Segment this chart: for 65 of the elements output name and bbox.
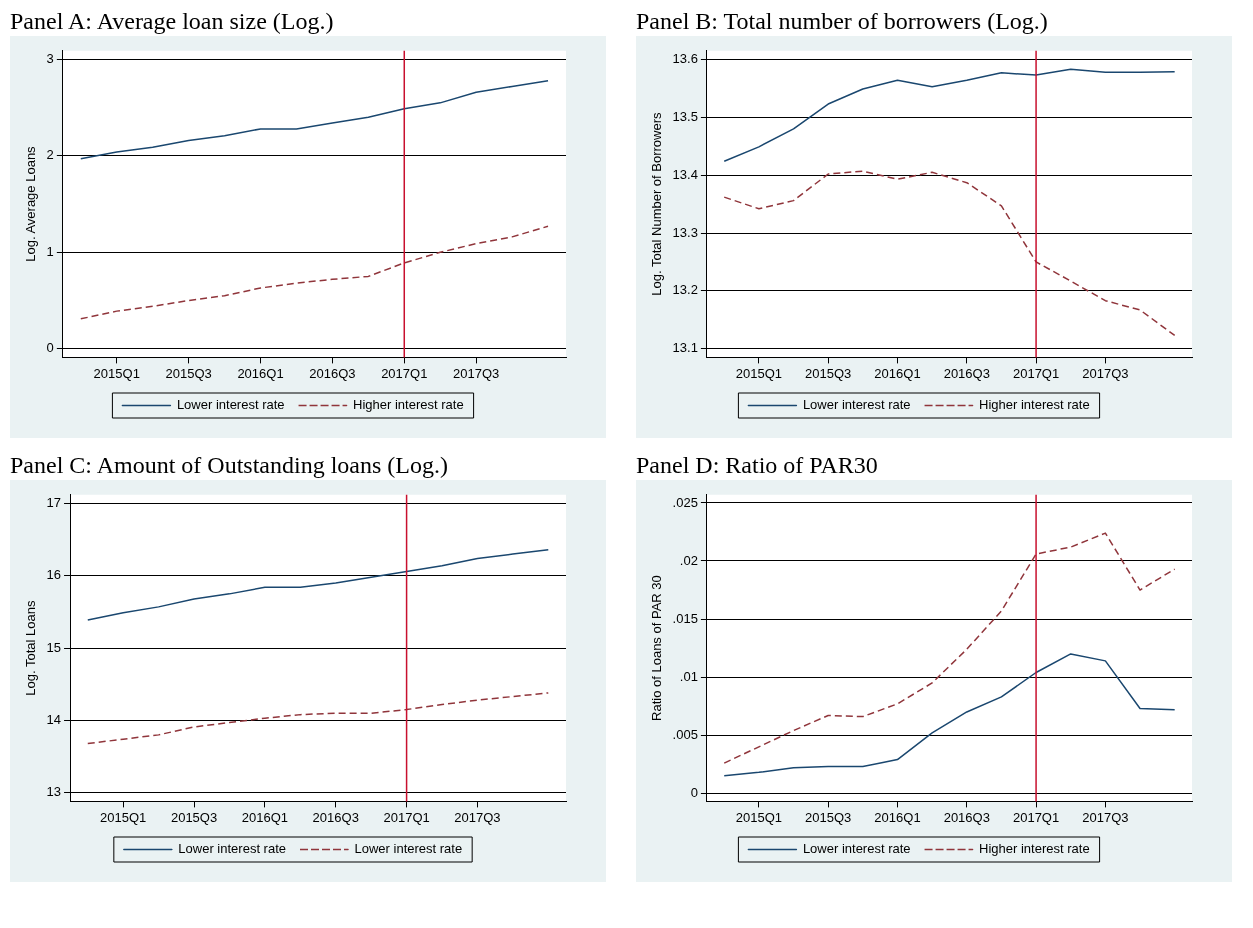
y-tick-label: 15 — [46, 639, 62, 655]
legend-label: Higher interest rate — [979, 397, 1090, 413]
x-tick-label: 2016Q3 — [309, 365, 356, 381]
x-tick-label: 2017Q1 — [1012, 809, 1060, 825]
y-axis-title: Log. Average Loans — [23, 145, 39, 262]
x-tick-label: 2015Q1 — [100, 809, 147, 825]
y-axis-title: Log. Total Number of Borrowers — [649, 111, 665, 296]
y-tick-label: .01 — [679, 668, 698, 684]
y-tick-label: 2 — [46, 147, 54, 163]
legend-label: Lower interest rate — [176, 397, 285, 413]
x-tick-label: 2016Q3 — [312, 809, 359, 825]
y-tick-label: 16 — [46, 567, 62, 583]
x-tick-label: 2016Q3 — [943, 365, 990, 381]
x-tick-label: 2017Q3 — [454, 809, 501, 825]
x-tick-label: 2017Q1 — [383, 809, 430, 825]
legend-label: Higher interest rate — [353, 397, 464, 413]
x-tick-label: 2017Q3 — [1082, 365, 1129, 381]
y-tick-label: 13.6 — [672, 51, 698, 67]
x-tick-label: 2015Q3 — [170, 809, 218, 825]
y-tick-label: 13 — [46, 784, 62, 800]
x-tick-label: 2016Q1 — [874, 809, 921, 825]
x-tick-label: 2015Q3 — [805, 365, 852, 381]
legend-label: Higher interest rate — [979, 841, 1090, 857]
y-tick-label: 13.5 — [672, 108, 698, 124]
chart-title: Panel C: Amount of Outstanding loans (Log.) — [10, 451, 449, 480]
x-tick-label: 2016Q1 — [874, 365, 921, 381]
x-tick-label: 2017Q3 — [1082, 809, 1129, 825]
legend-label: Lower interest rate — [354, 841, 463, 857]
x-tick-label: 2017Q1 — [1012, 365, 1060, 381]
y-tick-label: 3 — [46, 51, 54, 67]
legend-label: Lower interest rate — [178, 841, 287, 857]
x-tick-label: 2015Q3 — [165, 365, 212, 381]
chart-title: Panel B: Total number of borrowers (Log.) — [636, 7, 1049, 36]
y-tick-label: 13.3 — [672, 224, 698, 240]
y-tick-label: 1 — [46, 243, 54, 259]
chart-title: Panel D: Ratio of PAR30 — [636, 451, 879, 480]
y-tick-label: 13.2 — [672, 282, 698, 298]
y-tick-label: 13.4 — [672, 166, 698, 182]
line-series — [723, 532, 1176, 764]
y-tick-label: 17 — [46, 495, 62, 511]
x-tick-label: 2017Q1 — [381, 365, 428, 381]
y-tick-label: 14 — [46, 711, 62, 727]
x-tick-label: 2016Q1 — [237, 365, 284, 381]
legend-label: Lower interest rate — [802, 397, 911, 413]
x-tick-label: 2016Q3 — [943, 809, 990, 825]
y-tick-label: .02 — [679, 552, 698, 568]
y-axis-title: Log. Total Loans — [23, 600, 39, 696]
y-axis-title: Ratio of Loans of PAR 30 — [649, 575, 665, 721]
x-tick-label: 2015Q3 — [805, 809, 852, 825]
y-tick-label: .025 — [672, 494, 698, 510]
x-tick-label: 2016Q1 — [241, 809, 289, 825]
y-tick-label: .015 — [672, 610, 698, 626]
x-tick-label: 2015Q1 — [93, 365, 140, 381]
y-tick-label: 13.1 — [672, 340, 698, 356]
y-tick-label: 0 — [46, 340, 54, 356]
y-tick-label: .005 — [672, 726, 698, 742]
x-tick-label: 2015Q1 — [735, 809, 783, 825]
line-series — [87, 692, 550, 745]
x-tick-label: 2015Q1 — [735, 365, 783, 381]
x-tick-label: 2017Q3 — [453, 365, 500, 381]
y-tick-label: 0 — [690, 784, 698, 800]
line-series — [723, 170, 1176, 337]
line-series — [80, 225, 549, 320]
chart-title: Panel A: Average loan size (Log.) — [10, 7, 335, 36]
legend-label: Lower interest rate — [802, 841, 911, 857]
